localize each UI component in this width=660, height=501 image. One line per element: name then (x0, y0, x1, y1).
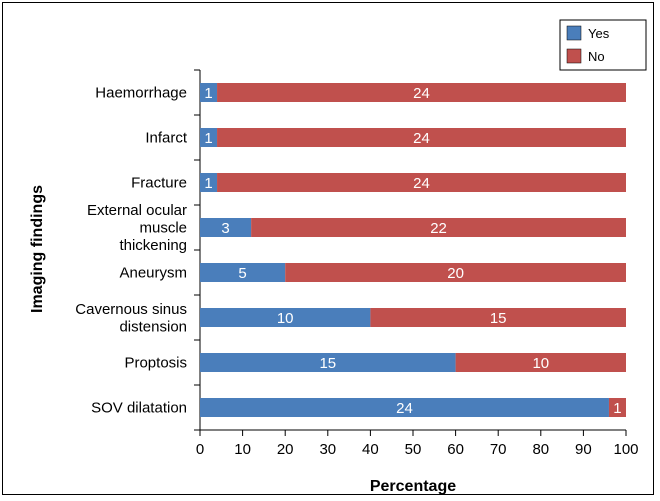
bar-value-label: 22 (430, 220, 447, 237)
bar-value-label: 15 (319, 355, 336, 372)
category-label: SOV dilatation (91, 400, 187, 417)
x-tick-label: 80 (532, 441, 549, 458)
legend: Yes No (560, 20, 646, 70)
category-label: Cavernous sinus distension (75, 301, 187, 336)
x-tick-label: 20 (277, 441, 294, 458)
legend-swatch-yes (567, 26, 581, 40)
bar-value-label: 10 (532, 355, 549, 372)
x-axis-title: Percentage (370, 478, 456, 495)
x-tick-label: 100 (613, 441, 638, 458)
x-tick-label: 90 (575, 441, 592, 458)
bar-value-label: 24 (396, 400, 413, 417)
category-label: Infarct (145, 130, 188, 147)
bar-value-label: 24 (413, 130, 430, 147)
x-tick-label: 0 (196, 441, 204, 458)
legend-label-yes: Yes (588, 26, 610, 41)
x-tick-label: 50 (405, 441, 422, 458)
bar-value-label: 1 (204, 175, 212, 192)
bar-value-label: 1 (613, 400, 621, 417)
bar-value-label: 24 (413, 175, 430, 192)
category-label: Haemorrhage (95, 85, 187, 102)
bar-value-label: 10 (277, 310, 294, 327)
legend-label-no: No (588, 49, 605, 64)
x-tick-label: 10 (234, 441, 251, 458)
category-label: Aneurysm (119, 265, 187, 282)
bar-value-label: 20 (447, 265, 464, 282)
x-tick-label: 70 (490, 441, 507, 458)
x-tick-label: 40 (362, 441, 379, 458)
bar-value-label: 3 (221, 220, 229, 237)
category-label: Fracture (131, 175, 187, 192)
category-label: Proptosis (124, 355, 187, 372)
y-axis-title: Imaging findings (29, 185, 46, 313)
x-tick-label: 30 (319, 441, 336, 458)
bar-value-label: 1 (204, 85, 212, 102)
bar-value-label: 24 (413, 85, 430, 102)
legend-swatch-no (567, 49, 581, 63)
bar-value-label: 5 (238, 265, 246, 282)
plot-area: 0 10 20 30 40 50 60 70 80 90 100 1 24 Haemorrhage 1 24 I… (75, 70, 638, 458)
category-label: External ocular muscle thickening (87, 202, 187, 254)
bar-value-label: 15 (490, 310, 507, 327)
bar-value-label: 1 (204, 130, 212, 147)
x-tick-label: 60 (447, 441, 464, 458)
